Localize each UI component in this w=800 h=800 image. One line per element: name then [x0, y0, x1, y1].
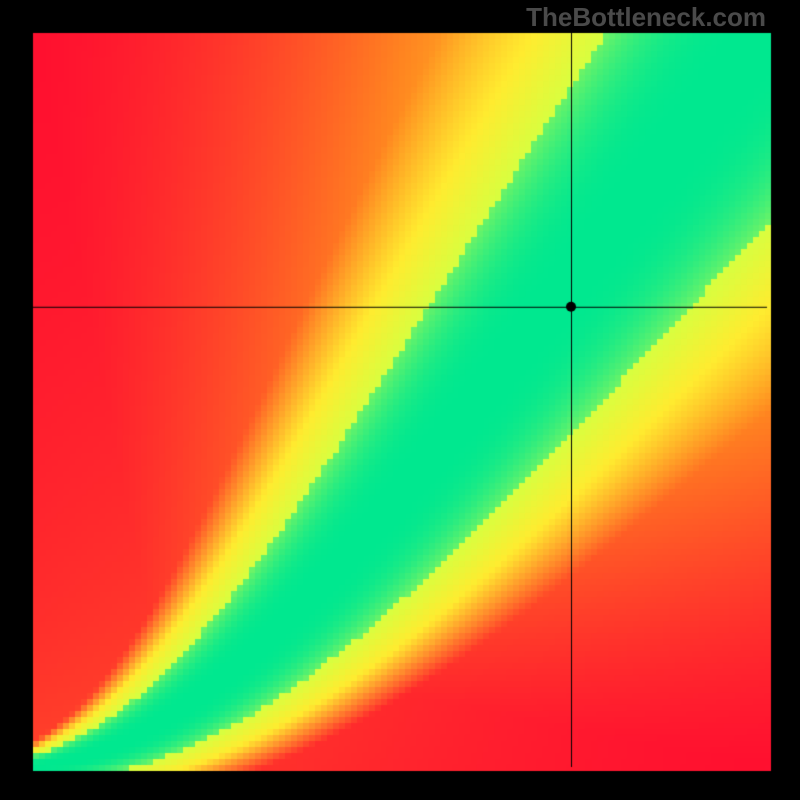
chart-container: TheBottleneck.com — [0, 0, 800, 800]
watermark-text: TheBottleneck.com — [526, 2, 766, 33]
bottleneck-heatmap — [0, 0, 800, 800]
